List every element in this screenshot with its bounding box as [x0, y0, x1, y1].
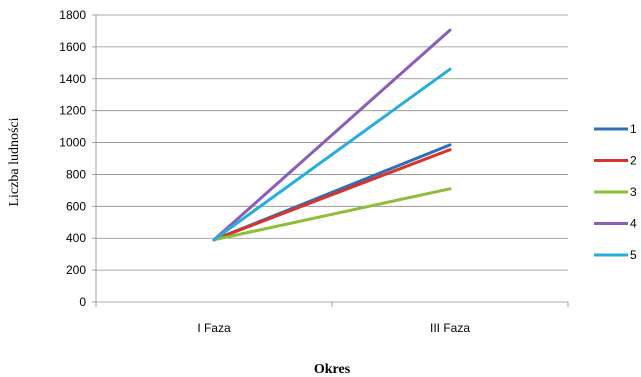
y-tick-label: 200	[66, 263, 86, 277]
y-tick-label: 400	[66, 231, 86, 245]
series-lines	[212, 28, 452, 242]
legend-label-2: 2	[630, 154, 637, 168]
y-tick-label: 1400	[59, 72, 86, 86]
x-tick-labels: I Faza III Faza	[197, 321, 470, 335]
gridlines	[96, 14, 568, 271]
series-line-2	[212, 148, 452, 242]
legend-label-4: 4	[630, 217, 637, 231]
y-tick-label: 1000	[59, 136, 86, 150]
series-line-4	[212, 28, 452, 242]
y-axis-title: Liczba ludności	[7, 117, 22, 206]
y-tick-label: 800	[66, 167, 86, 181]
legend: 1 2 3 4 5	[594, 122, 637, 262]
axes	[92, 14, 569, 307]
series-line-3	[212, 187, 452, 242]
y-tick-label: 1600	[59, 40, 86, 54]
legend-label-3: 3	[630, 185, 637, 199]
y-tick-label: 600	[66, 199, 86, 213]
y-tick-labels: 0 200 400 600 800 1000 1200 1400 1600 1800	[59, 8, 86, 309]
x-tick-label: III Faza	[430, 321, 470, 335]
y-tick-label: 0	[79, 295, 86, 309]
legend-label-1: 1	[630, 122, 637, 136]
x-tick-label: I Faza	[197, 321, 231, 335]
series-line-5	[212, 67, 452, 242]
y-tick-label: 1800	[59, 8, 86, 22]
legend-label-5: 5	[630, 248, 637, 262]
x-axis-title: Okres	[314, 362, 351, 377]
y-tick-label: 1200	[59, 104, 86, 118]
